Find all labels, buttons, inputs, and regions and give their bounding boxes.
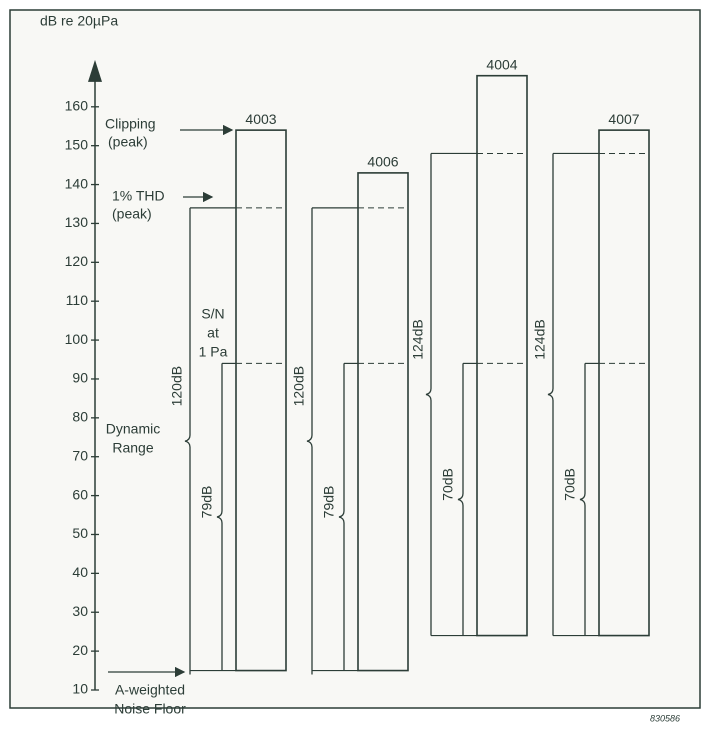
annotation: Clipping <box>105 116 156 132</box>
s-n-brace <box>457 363 464 636</box>
y-tick-label: 30 <box>72 603 88 619</box>
annotation: 1% THD <box>112 188 165 204</box>
s-n-label: 79dB <box>199 486 215 519</box>
y-tick-label: 60 <box>72 486 88 502</box>
y-axis-label: dB re 20µPa <box>40 13 118 29</box>
annotation: (peak) <box>108 134 148 150</box>
figure-code: 830586 <box>650 713 680 723</box>
annotation: (peak) <box>112 206 152 222</box>
y-tick-label: 100 <box>65 331 89 347</box>
y-tick-label: 140 <box>65 175 89 191</box>
clipping-bar <box>357 172 409 672</box>
y-tick-label: 160 <box>65 98 89 114</box>
annotation: Dynamic <box>106 421 160 437</box>
dynamic-range-label: 124dB <box>410 319 426 359</box>
y-tick-label: 10 <box>72 681 88 697</box>
annotation: A-weighted <box>115 682 185 698</box>
s-n-brace <box>579 363 586 636</box>
dynamic-range-label: 120dB <box>169 366 185 406</box>
y-tick-label: 90 <box>72 370 88 386</box>
annotation: S/N <box>201 306 224 322</box>
dynamic-range-label: 120dB <box>291 366 307 406</box>
clipping-bar <box>598 129 650 637</box>
s-n-brace <box>216 363 223 671</box>
dynamic-range-brace <box>306 207 313 675</box>
bar-label: 4007 <box>608 111 639 127</box>
y-tick-label: 130 <box>65 214 89 230</box>
annotation: Noise Floor <box>114 701 186 717</box>
y-tick-label: 20 <box>72 642 88 658</box>
s-n-brace <box>338 363 345 671</box>
bar-label: 4006 <box>367 154 398 170</box>
y-tick-label: 110 <box>66 292 89 308</box>
annotation: 1 Pa <box>199 344 228 360</box>
y-tick-label: 50 <box>72 525 88 541</box>
y-axis-arrow <box>88 59 102 82</box>
bar-label: 4004 <box>486 56 517 72</box>
y-tick-label: 150 <box>65 136 89 152</box>
dynamic-range-brace <box>184 207 191 675</box>
annotation: Range <box>112 440 153 456</box>
dynamic-range-brace <box>547 153 554 636</box>
y-tick-label: 70 <box>72 447 88 463</box>
s-n-label: 79dB <box>321 486 337 519</box>
clipping-bar <box>476 74 528 637</box>
s-n-label: 70dB <box>562 468 578 501</box>
annotation: at <box>207 325 219 341</box>
bar-label: 4003 <box>245 111 276 127</box>
dynamic-range-label: 124dB <box>532 319 548 359</box>
y-tick-label: 40 <box>72 564 88 580</box>
y-tick-label: 80 <box>72 409 88 425</box>
y-tick-label: 120 <box>65 253 89 269</box>
dynamic-range-brace <box>425 153 432 636</box>
frame <box>9 9 701 709</box>
s-n-label: 70dB <box>440 468 456 501</box>
clipping-bar <box>235 129 287 672</box>
